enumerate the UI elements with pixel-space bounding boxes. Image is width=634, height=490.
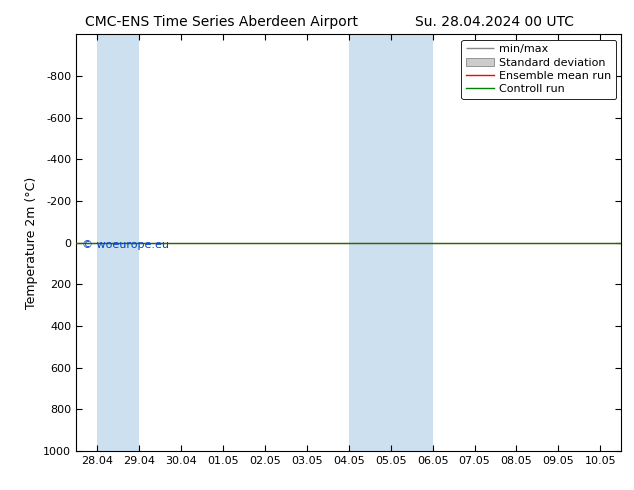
Y-axis label: Temperature 2m (°C): Temperature 2m (°C) xyxy=(25,176,37,309)
Bar xyxy=(349,34,391,451)
Bar xyxy=(391,34,432,451)
Legend: min/max, Standard deviation, Ensemble mean run, Controll run: min/max, Standard deviation, Ensemble me… xyxy=(462,40,616,99)
Text: © woeurope.eu: © woeurope.eu xyxy=(82,240,169,249)
Bar xyxy=(97,34,139,451)
Text: Su. 28.04.2024 00 UTC: Su. 28.04.2024 00 UTC xyxy=(415,15,574,29)
Text: CMC-ENS Time Series Aberdeen Airport: CMC-ENS Time Series Aberdeen Airport xyxy=(86,15,358,29)
